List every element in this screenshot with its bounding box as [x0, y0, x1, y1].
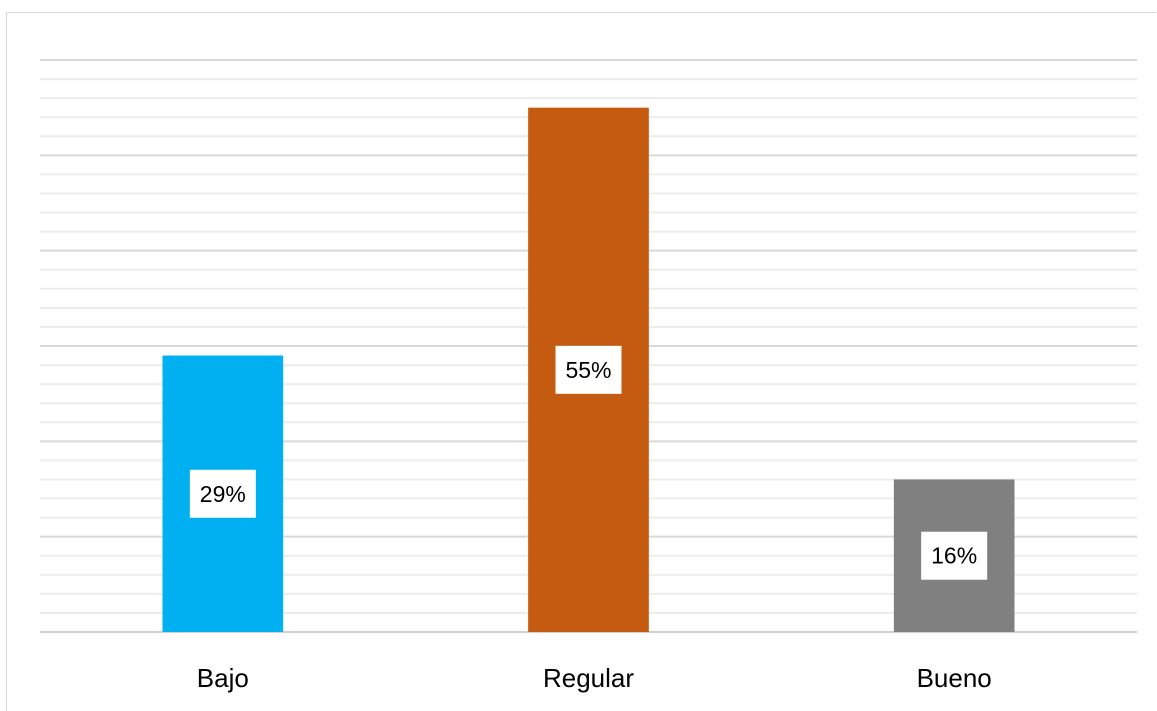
x-tick-label: Bajo	[197, 663, 249, 693]
data-label-box	[555, 345, 622, 394]
x-axis-tick-labels: Bajo Regular Bueno	[197, 663, 992, 693]
data-labels: 29% 55% 16%	[189, 345, 988, 580]
x-tick-label: Regular	[543, 663, 634, 693]
data-label: 55%	[565, 357, 611, 383]
data-label-box	[921, 531, 988, 580]
data-label-box	[189, 469, 256, 518]
data-label: 16%	[931, 543, 977, 569]
x-tick-label: Bueno	[917, 663, 992, 693]
data-label: 29%	[200, 481, 246, 507]
